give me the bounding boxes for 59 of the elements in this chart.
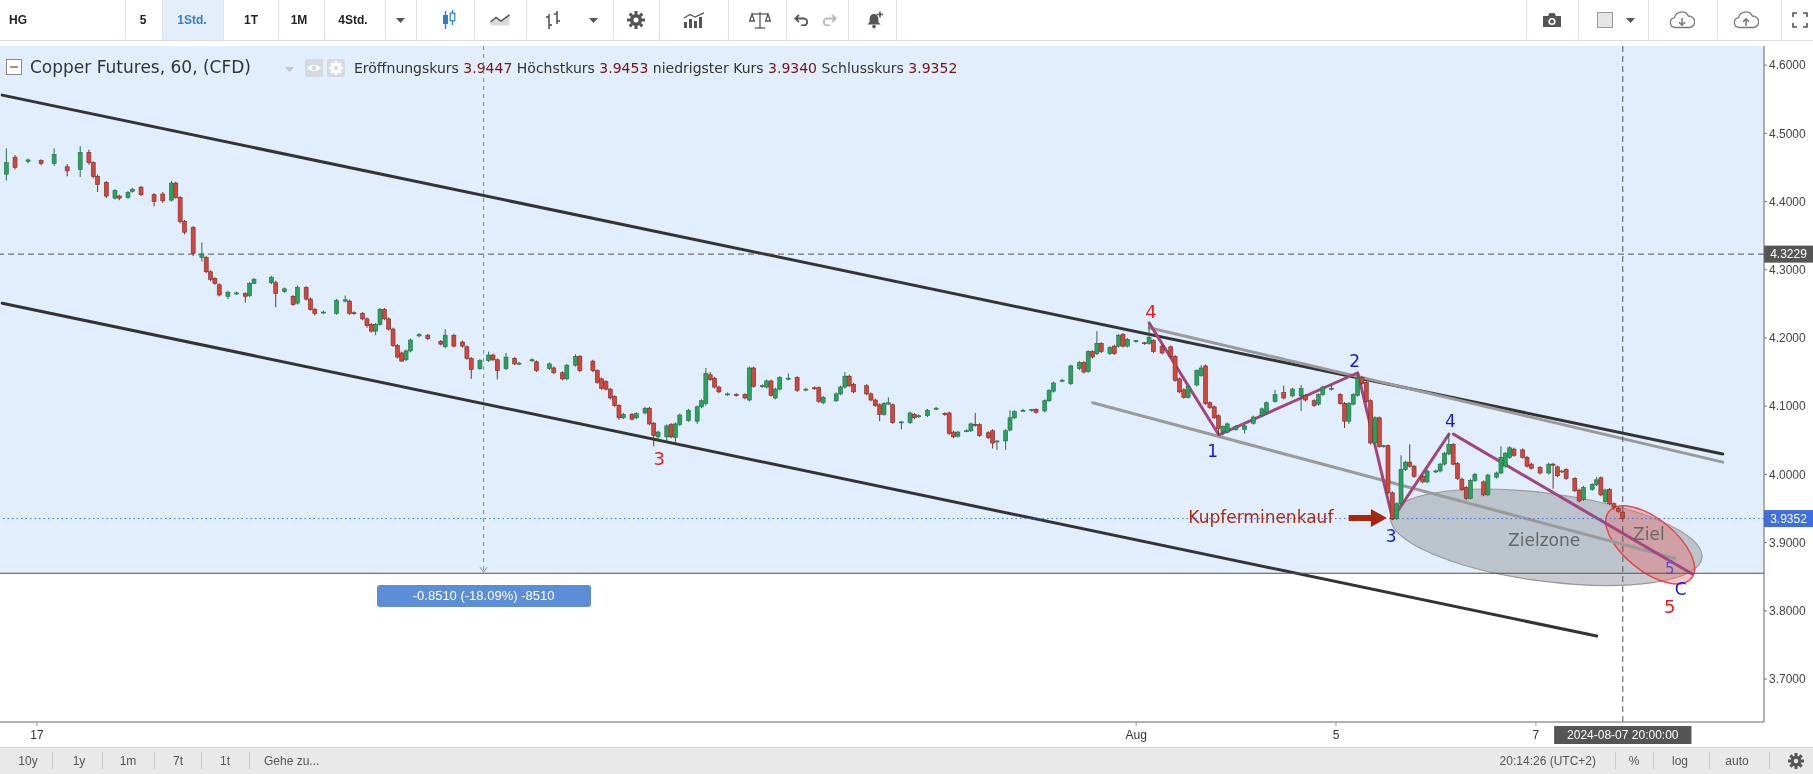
x-tick-label: 2024-08-07 20:00:00	[1567, 728, 1679, 743]
text: 4Std.	[338, 12, 368, 28]
candlestick	[994, 439, 1000, 451]
candlestick	[169, 180, 174, 203]
text: 1m	[119, 752, 137, 769]
text: 20:14:26 (UTC+2)	[1499, 752, 1596, 769]
candlestick	[694, 404, 700, 425]
candlestick	[990, 428, 995, 449]
text: 1t	[219, 752, 231, 769]
text: 1T	[243, 12, 259, 28]
y-tick-label: 4.4000	[1769, 194, 1807, 209]
y-tick-label: 4.3000	[1769, 263, 1807, 277]
text: %	[1628, 752, 1640, 769]
annotation: Kupferminenkauf	[1188, 506, 1334, 527]
text: auto	[1725, 752, 1749, 769]
annotation: 3	[653, 448, 665, 470]
text: 1Std.	[177, 12, 207, 28]
candlestick	[529, 357, 535, 363]
x-tick-label: 5	[1332, 728, 1340, 743]
text: log	[1671, 752, 1689, 769]
annotation: Zielzone	[1508, 529, 1581, 550]
annotation: Ziel	[1633, 523, 1665, 544]
text: Gehe zu...	[264, 752, 320, 769]
y-tick-label: 3.9000	[1769, 535, 1807, 550]
x-tick-label: 17	[30, 728, 44, 743]
y-tick-label: 4.2000	[1769, 331, 1807, 346]
y-tick-label: 4.1000	[1769, 399, 1807, 414]
y-tick-label: 4.6000	[1769, 58, 1807, 73]
candlestick	[273, 280, 279, 308]
y-tick-label: 3.7000	[1769, 672, 1807, 687]
text: 5	[139, 12, 147, 28]
candlestick	[890, 402, 895, 425]
candlestick	[4, 147, 9, 181]
text: Eröffnungskurs 3.9447 Höchstkurs 3.9453 niedrigster Kurs 3.9340 Schlusskurs 3.9352	[354, 60, 958, 76]
text: 1M	[290, 12, 308, 28]
annotation: 3	[1385, 525, 1397, 546]
y-tick-label: 4.5000	[1769, 126, 1807, 141]
annotation: C	[1674, 578, 1687, 599]
annotation: 4	[1145, 301, 1157, 323]
x-tick-label: Aug	[1125, 728, 1147, 743]
text: 1y	[72, 752, 86, 769]
ref-line-label: 4.3229	[1770, 247, 1808, 262]
candlestick	[77, 145, 83, 178]
x-tick-label: 7	[1532, 728, 1540, 743]
annotation: 5	[1663, 595, 1676, 617]
annotation: 4	[1444, 410, 1456, 431]
candlestick	[199, 241, 205, 263]
ref-line-label: 3.9352	[1770, 511, 1808, 526]
annotation: 5	[1664, 559, 1675, 578]
annotation: 1	[1207, 440, 1219, 461]
candlestick	[295, 284, 300, 306]
text: 7t	[172, 752, 184, 769]
annotation: -0.8510 (-18.09%) -8510	[412, 588, 555, 605]
text: 10y	[18, 752, 38, 769]
y-tick-label: 3.8000	[1769, 604, 1807, 619]
text: HG	[9, 12, 27, 28]
text: Copper Futures, 60, (CFD)	[30, 57, 251, 77]
y-tick-label: 4.0000	[1769, 467, 1807, 482]
annotation: 2	[1349, 350, 1361, 371]
